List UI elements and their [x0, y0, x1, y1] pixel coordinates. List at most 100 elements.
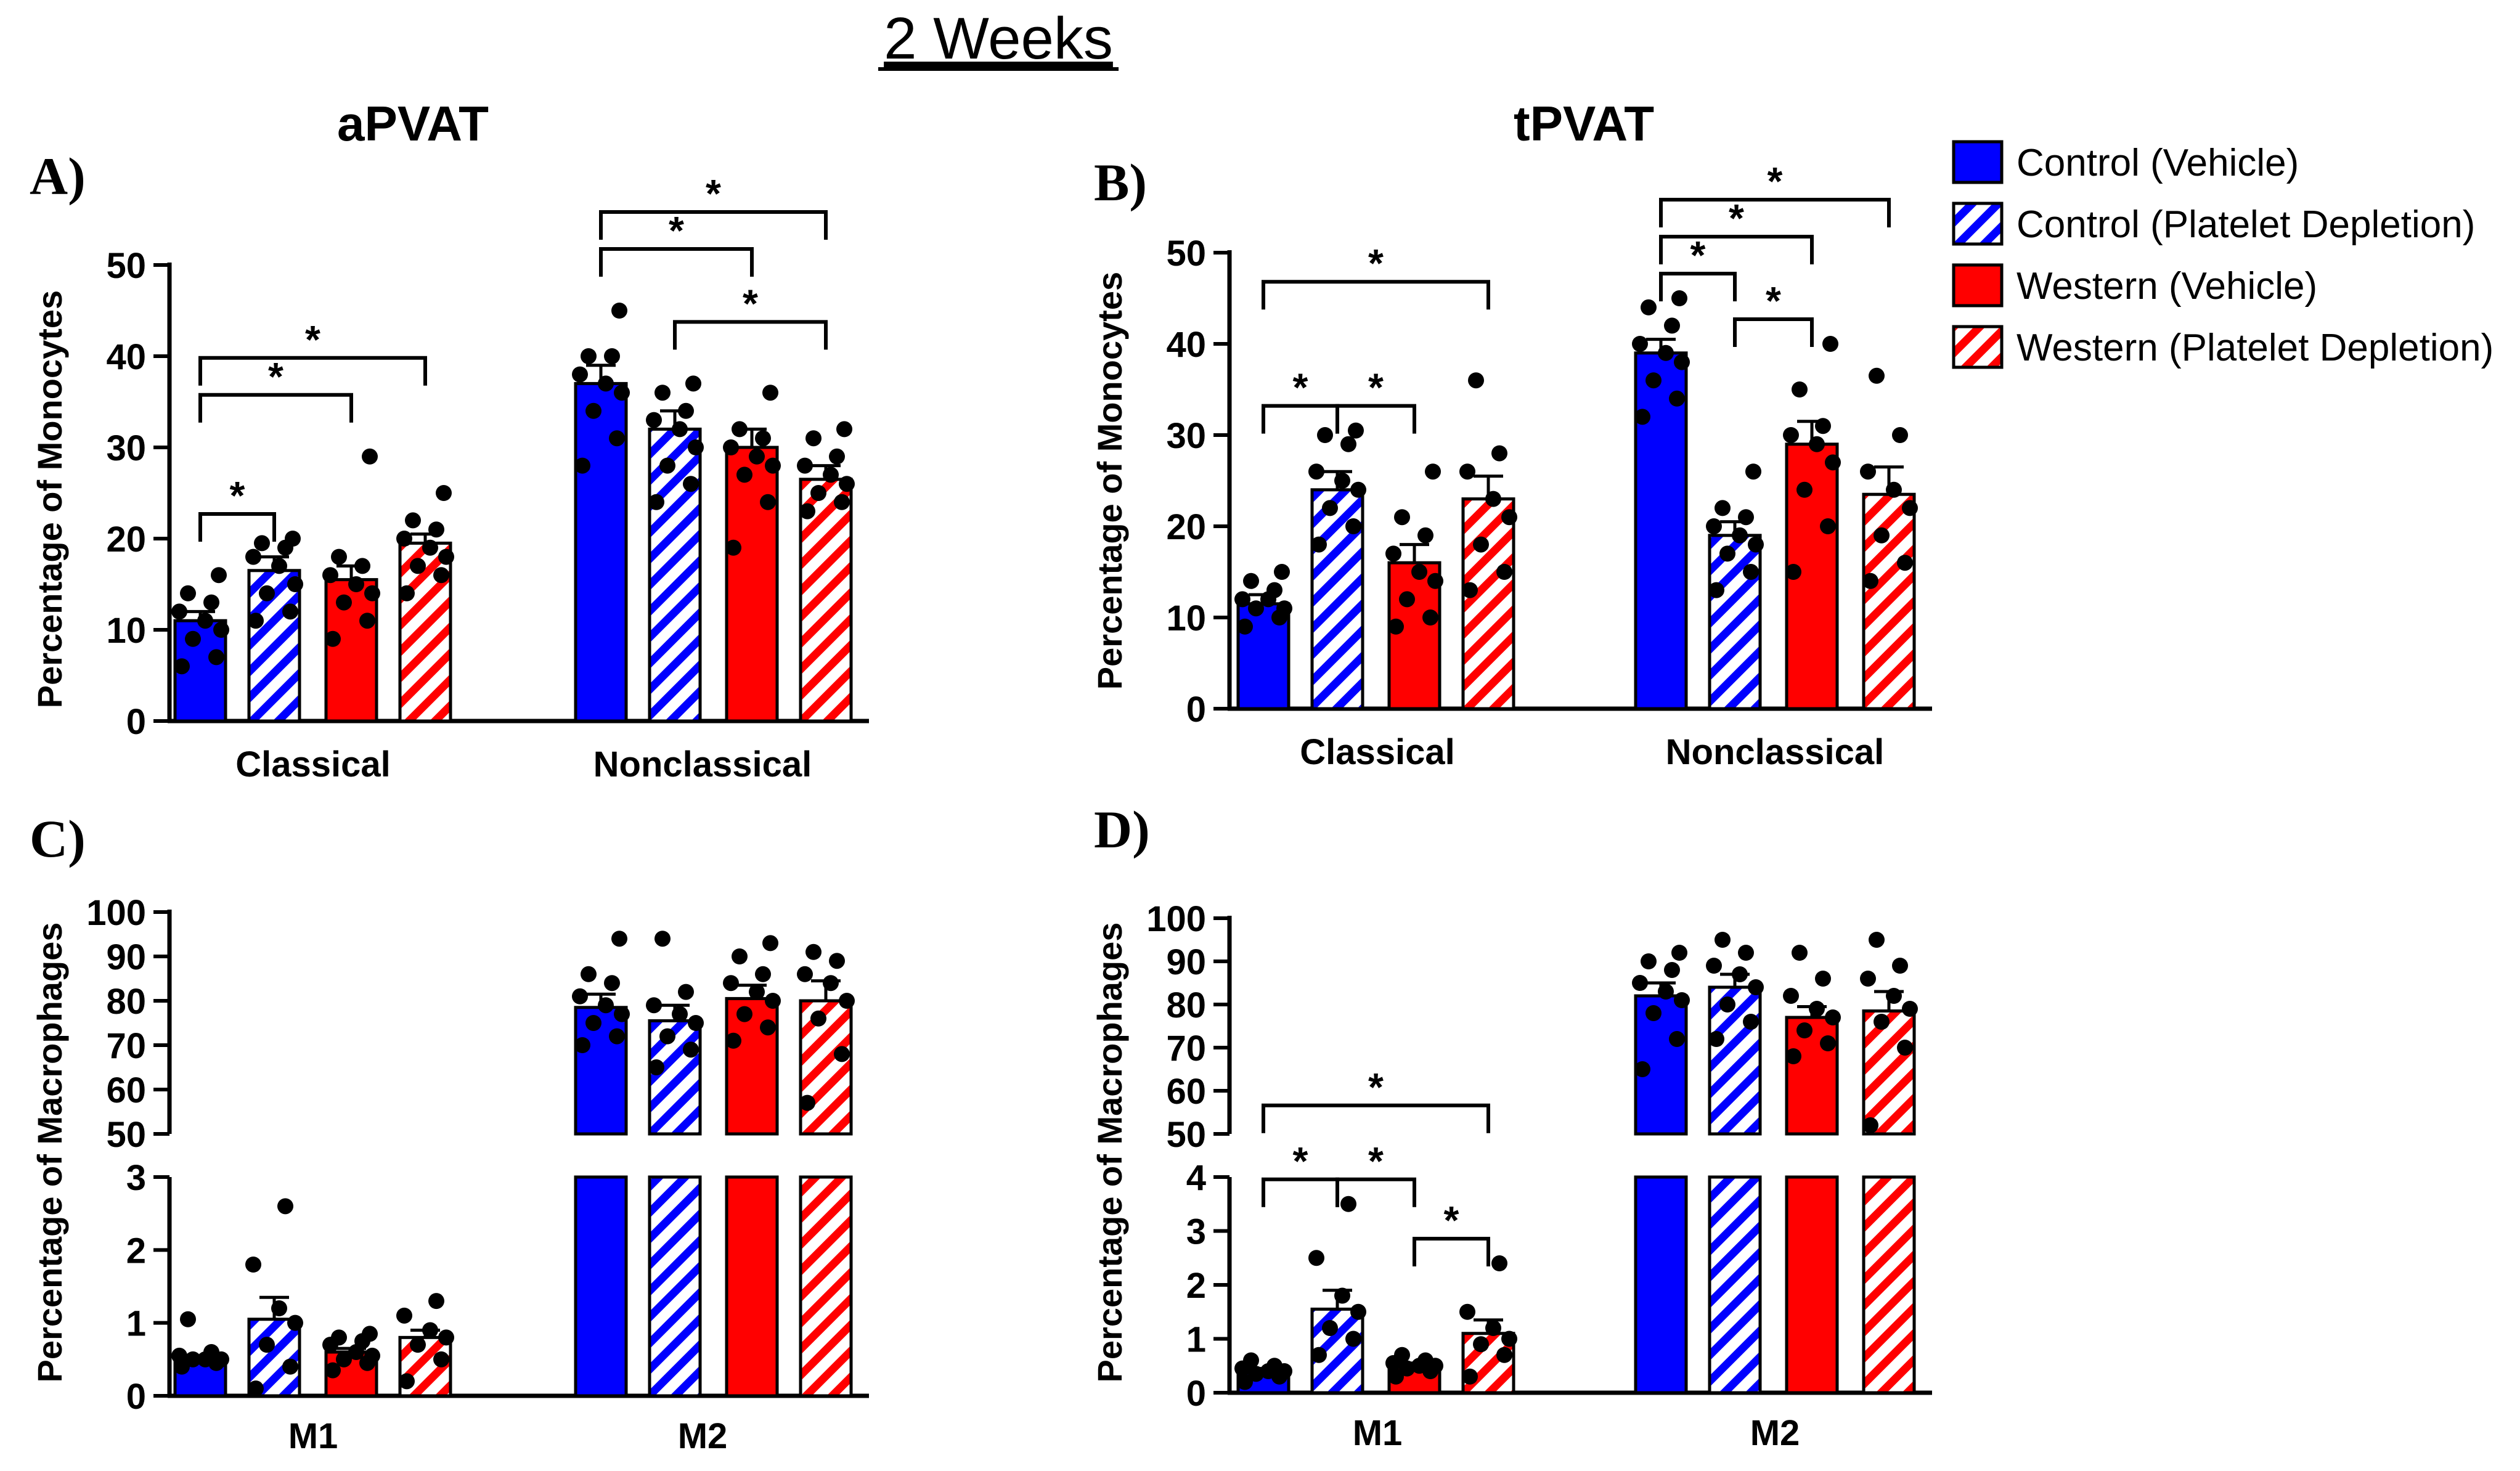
data-point: [685, 375, 701, 392]
y-tick-label: 3: [1186, 1212, 1206, 1252]
y-tick-label: 50: [106, 1115, 146, 1155]
data-point: [688, 439, 704, 455]
data-point: [797, 457, 813, 474]
data-point: [648, 494, 664, 510]
data-point: [422, 539, 438, 556]
data-point: [1334, 473, 1350, 489]
data-point: [203, 594, 219, 611]
data-point: [1237, 618, 1253, 635]
y-tick-label: 90: [106, 937, 146, 977]
significance-star: *: [1729, 196, 1744, 240]
y-axis-label: Percentage of Macrophages: [1090, 923, 1129, 1383]
data-point: [755, 430, 771, 447]
bar-C-M2-2-lower: [725, 1175, 779, 1398]
significance-star: *: [230, 473, 245, 518]
data-point: [1350, 1303, 1366, 1320]
y-tick-label: 3: [126, 1158, 146, 1198]
data-point: [1266, 1358, 1282, 1374]
data-point: [736, 467, 752, 483]
data-point: [1417, 527, 1433, 544]
data-point: [839, 993, 855, 1009]
y-tick-label: 0: [126, 702, 146, 742]
y-tick-label: 80: [106, 982, 146, 1022]
y-tick-label: 1: [126, 1304, 146, 1344]
data-point: [1860, 971, 1876, 987]
data-point: [396, 1307, 412, 1324]
category-label: Classical: [235, 744, 391, 784]
category-label: Classical: [1300, 732, 1455, 772]
bar-D-M2-2: [1785, 1016, 1839, 1136]
significance-star: *: [1368, 365, 1384, 410]
legend: Control (Vehicle) Control (Platelet Deple…: [1952, 140, 2493, 369]
panel-A: A) Percentage of Monocytes 0 10 20 30 40 50 Clas…: [30, 147, 869, 784]
y-tick-label: 2: [1186, 1266, 1206, 1306]
data-point: [282, 1358, 298, 1375]
data-point: [271, 558, 287, 574]
data-point: [1706, 518, 1722, 534]
data-point: [609, 430, 625, 447]
data-point: [1809, 1001, 1825, 1017]
data-point: [732, 421, 748, 438]
data-point: [646, 997, 662, 1014]
y-tick-label: 50: [1166, 234, 1206, 274]
data-point: [1501, 509, 1517, 526]
data-point: [1708, 582, 1724, 598]
data-point: [1243, 1352, 1259, 1369]
data-point: [611, 931, 627, 947]
data-point: [1785, 1048, 1801, 1064]
data-point: [1743, 564, 1759, 580]
significance-bracket: [1262, 280, 1490, 310]
data-point: [604, 975, 620, 992]
data-point: [331, 1329, 347, 1346]
y-tick-label: 0: [126, 1377, 146, 1417]
data-point: [1473, 1336, 1489, 1353]
significance-star: *: [268, 354, 283, 399]
data-point: [672, 421, 688, 438]
data-point: [683, 1041, 699, 1058]
significance-bracket: [1413, 1237, 1490, 1266]
data-point: [604, 348, 620, 364]
data-point: [410, 558, 426, 574]
data-point: [672, 1006, 688, 1022]
bar-C-M2-3: [799, 999, 853, 1136]
y-tick-label: 80: [1166, 985, 1206, 1025]
data-point: [245, 1257, 261, 1273]
data-point: [659, 457, 675, 474]
data-point: [174, 658, 190, 675]
data-point: [325, 630, 341, 647]
bar-B-Nonclassical-3: [1862, 492, 1916, 711]
y-tick-label: 4: [1186, 1158, 1206, 1198]
data-point: [1634, 409, 1650, 425]
data-point: [213, 622, 229, 638]
data-point: [254, 535, 270, 552]
data-point: [1796, 1022, 1813, 1038]
data-point: [422, 1322, 438, 1339]
y-tick-label: 0: [1186, 690, 1206, 730]
data-point: [171, 603, 187, 620]
panel-label: A): [30, 147, 86, 206]
data-point: [1732, 966, 1748, 982]
data-point: [1732, 527, 1748, 544]
bar-A-Nonclassical-2: [725, 446, 779, 723]
bar-B-Classical-3: [1461, 497, 1515, 711]
data-point: [659, 1028, 675, 1045]
data-point: [1411, 564, 1427, 580]
data-point: [1715, 932, 1731, 948]
data-point: [1902, 500, 1918, 516]
data-point: [1394, 509, 1410, 526]
bar-C-M2-2: [725, 996, 779, 1136]
data-point: [678, 402, 694, 419]
bar-C-M2-3-lower: [799, 1175, 853, 1398]
data-point: [810, 485, 826, 501]
column-title-tpvat: tPVAT: [1514, 96, 1654, 151]
significance-star: *: [1766, 279, 1781, 323]
bar-D-M2-3: [1862, 1009, 1916, 1136]
data-point: [1345, 518, 1361, 534]
y-tick-label: 90: [1166, 942, 1206, 982]
significance-star: *: [743, 281, 758, 325]
data-point: [1340, 1196, 1356, 1212]
data-point: [1822, 336, 1838, 352]
data-point: [438, 1329, 454, 1346]
data-point: [723, 439, 739, 455]
